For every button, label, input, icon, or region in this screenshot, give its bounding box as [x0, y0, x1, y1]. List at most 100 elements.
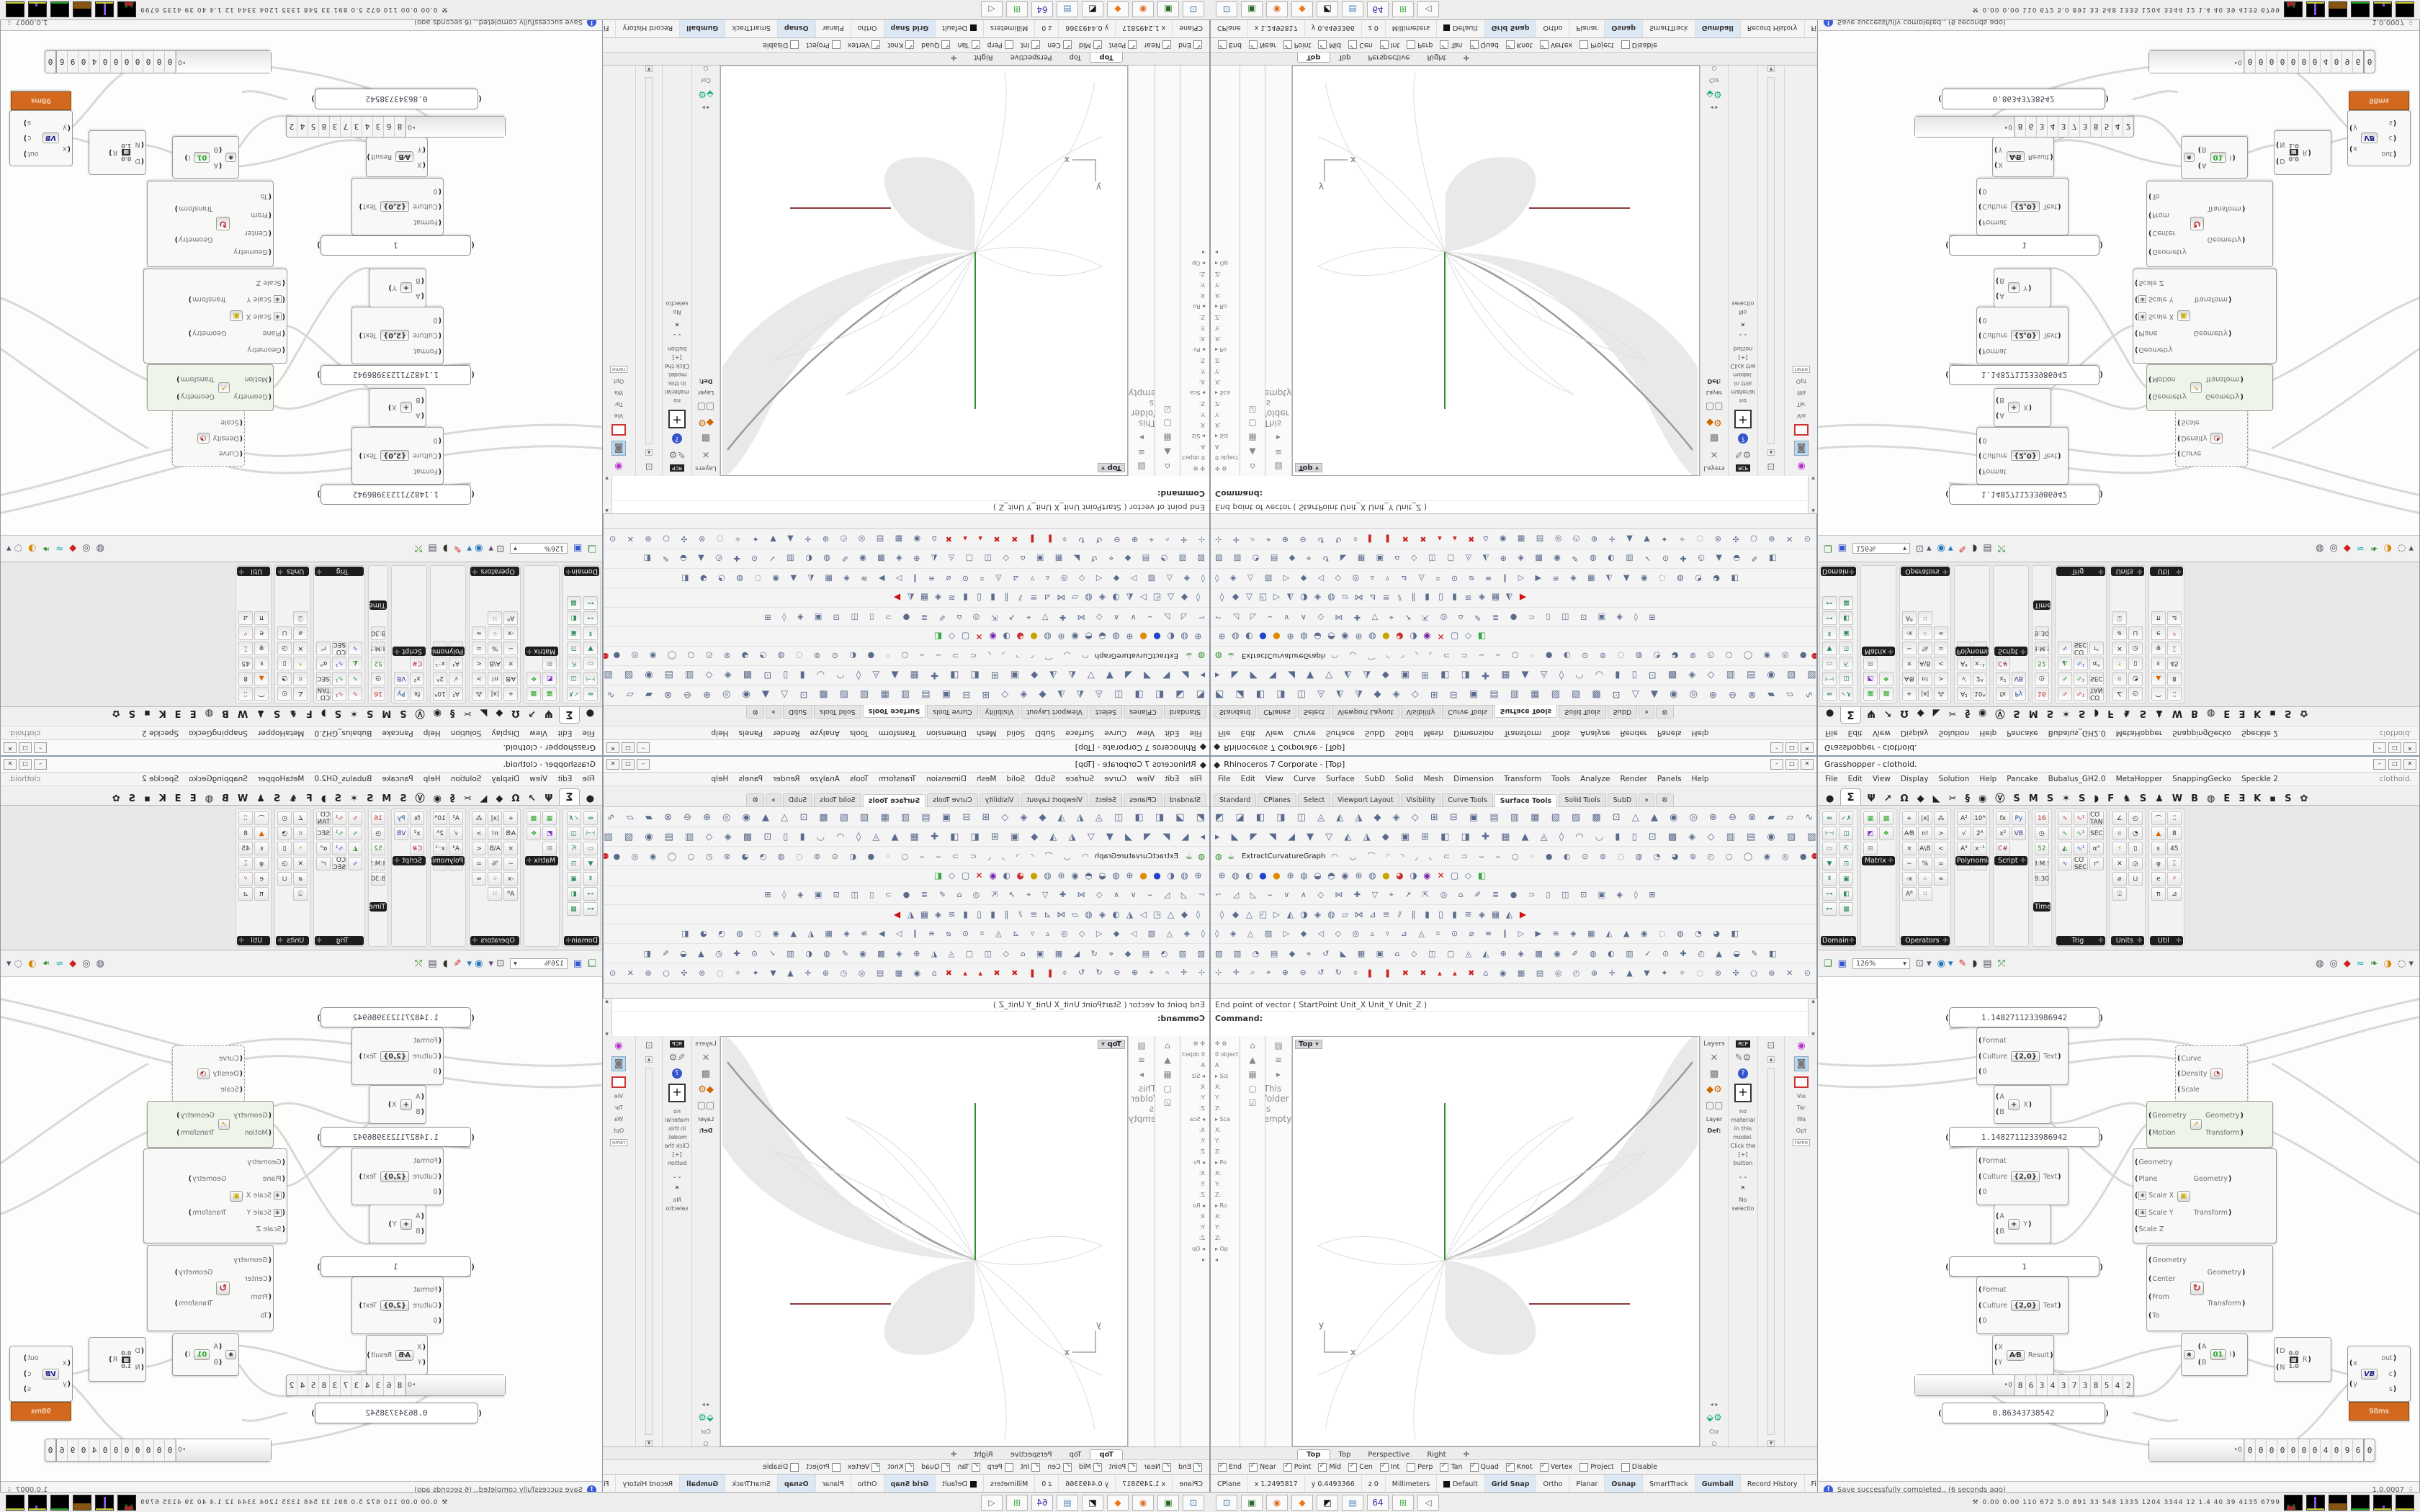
globe-icon[interactable]: ◍ ☕ [1184, 651, 1205, 661]
gh-menu-item[interactable]: Bubalus_GH2.0 [2048, 729, 2106, 737]
gh-component-icon[interactable]: ◩ [542, 827, 557, 840]
gh-category-tab[interactable]: F [305, 708, 313, 719]
gh-component-icon[interactable]: ⁘ [488, 872, 503, 886]
gh-component-icon[interactable]: ▭ [583, 842, 598, 855]
osnap-toggle[interactable]: End [1218, 1462, 1242, 1472]
digit-cell[interactable]: 0 [111, 1439, 122, 1461]
gh-component-icon[interactable]: ▭ [1822, 657, 1837, 670]
rhino-toolbar-tab[interactable]: Visibility [979, 706, 1020, 719]
remap-component[interactable]: DN 0.0▦1.0 R [89, 130, 146, 175]
gh-component-icon[interactable]: A³ [449, 842, 464, 855]
decimal-cell[interactable]: 0 [2363, 1439, 2375, 1461]
analysis-person-icons[interactable]: ⚉ ⚉ ⚉ ⚉ ⚉ ⚉ [604, 652, 609, 661]
toolbar-icons[interactable]: ▨ ▧ ◔ ▤ ◆ ⋄ ↺ ◣ ▦ ▣ ⌂ ◇ ◫ ▢ ◬ ◭ ⊕ ◈ ▩ ◉ … [1215, 948, 1781, 958]
digit-cell[interactable]: 4 [2320, 1439, 2331, 1461]
rhino-menu-item[interactable]: Panels [1657, 729, 1682, 737]
gh-component-icon[interactable]: ⊷ [583, 902, 598, 916]
rhino-toolbar-tab[interactable]: Solid Tools [814, 793, 861, 806]
gh-category-tab[interactable]: K [2254, 708, 2262, 719]
digit-cell[interactable]: 4 [89, 51, 100, 73]
digit-cell[interactable]: 0 [133, 51, 143, 73]
digit-cell[interactable]: 0 [2277, 51, 2287, 73]
panel-item[interactable]: ▸ [1276, 433, 1281, 443]
taskbar-app-icon[interactable]: ◁ [981, 1494, 1003, 1511]
toolbar-icon[interactable]: ◒ [1314, 870, 1322, 881]
gh-category-tab[interactable]: Σ [1840, 788, 1861, 805]
gh-component-icon[interactable]: ⁙ [1917, 887, 1932, 901]
rhino-menu-item[interactable]: Help [711, 775, 729, 783]
gh-category-tab[interactable]: E [189, 708, 197, 719]
panel-icon[interactable]: ▦ [1248, 1069, 1257, 1079]
osnap-toggle[interactable]: Cen [1047, 1462, 1072, 1472]
gh-group-label[interactable]: Polynomials [1955, 856, 1998, 865]
gh-menu-item[interactable]: Speckle 2 [142, 775, 179, 783]
rhino-toolbar-tab[interactable]: Standard [1163, 706, 1206, 719]
gh-component-icon[interactable]: 52 [2034, 657, 2049, 670]
globe-icon[interactable]: ◍ ☕ [1184, 851, 1205, 861]
toolbar-icon[interactable]: ⊛ [1057, 870, 1065, 881]
toolbar-row[interactable]: ⌐ ◿ ◺ ⌣ ∨ ∧ ◇ ⋈ ✚ ▽ ⌖ ↗ ⇱ ◎ ⌂ ✐ ≣ ● ⊃ ▯ … [604, 607, 1209, 626]
toolbar-icon[interactable]: ⫽ [1397, 909, 1402, 919]
gh-component-icon[interactable]: CO SEC [2073, 642, 2088, 655]
osnap-toggle[interactable]: Perp [1407, 40, 1433, 50]
gh-component-icon[interactable]: ⇱ [566, 842, 581, 855]
property-row[interactable]: Y: [1215, 411, 1220, 418]
property-row[interactable]: Y: [1200, 1224, 1205, 1230]
property-row[interactable]: X: [1198, 379, 1205, 385]
gh-component-icon[interactable]: A\B [1917, 657, 1932, 670]
gh-category-tab[interactable]: S [2046, 708, 2054, 719]
gh-component-icon[interactable]: α° [2089, 842, 2104, 855]
gh-component-icon[interactable]: = [472, 857, 487, 870]
digit-cell[interactable]: 8 [2090, 1375, 2101, 1395]
gh-component-icon[interactable]: ⑂ [2166, 626, 2182, 640]
clothoid-cluster-component[interactable]: CurveDensityScale ◔ [172, 1045, 245, 1102]
preview-shaded-icon[interactable]: ◆ [69, 958, 77, 969]
taskbar-app-icon[interactable]: ⊡ [1216, 1, 1237, 18]
taskbar-app-icon[interactable]: ◆ [1291, 1, 1313, 18]
gh-component-icon[interactable]: 2ᴬ [433, 827, 448, 840]
gh-component-icon[interactable]: -x [1901, 626, 1917, 640]
toolbar-icon[interactable]: ≡ [1382, 909, 1390, 919]
move-component[interactable]: GeometryMotion ➚ GeometryTransform [2146, 364, 2273, 411]
digit-cell[interactable]: 0 [143, 1439, 154, 1461]
rhino-menu-item[interactable]: File [1218, 729, 1231, 737]
osnap-toggle[interactable]: Cen [1047, 40, 1072, 50]
gh-menu-item[interactable]: Display [491, 729, 520, 737]
gh-component-icon[interactable]: ⇹ [1822, 687, 1837, 701]
status-segment[interactable]: Grid Snap [883, 1475, 936, 1493]
toolbar-icon[interactable]: ≋ [948, 593, 956, 603]
toolbar-row[interactable]: ▸ ◣ ◤ ◥ ◢ ▼ ▽ ◭ ◮ ◆ ▣ ⊞ ◧ ◨ ✚ ▦ ▲ ◬ ◊ ◠ … [604, 827, 1209, 847]
osnap-toggle[interactable]: Perp [987, 1462, 1013, 1472]
gh-category-tab[interactable]: ▪ [2269, 793, 2277, 804]
status-segment[interactable]: Osnap [776, 19, 815, 37]
result-panel[interactable]: 0.86343738542 [1937, 1403, 2110, 1423]
gh-component-icon[interactable]: ◩ [1863, 827, 1878, 840]
gh-component-icon[interactable]: × [1901, 842, 1917, 855]
format-component[interactable]: FormatCulture0 {2,0} Text [351, 1277, 444, 1334]
osnap-toggle[interactable]: Near [1249, 1462, 1276, 1472]
gh-category-tab[interactable]: ♞ [2123, 708, 2131, 719]
layer-tools-icon[interactable]: ◆⚙ [698, 417, 714, 428]
digit-cell[interactable]: 0 [2266, 1439, 2277, 1461]
gh-component-icon[interactable]: 8 [2166, 672, 2182, 685]
status-bar[interactable]: CPlane x 1.2495817 y 0.4493366 z 0 Millimete… [1211, 1474, 1818, 1493]
scroll-down-arrow[interactable]: ▼ [1767, 66, 1775, 72]
gh-category-tab[interactable]: ◍ [2207, 793, 2215, 804]
number-panel[interactable]: 1.1482711233986942 [321, 485, 471, 505]
gh-category-tab[interactable]: K [158, 708, 166, 719]
toolbar-row[interactable]: ⊕ ◍ ◐ ● ● ⊕ ◍ ◒ ◓ ◉ ⊛ ◍ ● ◕ ◑ ◉ ✕ ▢ ◇ ◧ [604, 866, 1209, 886]
layers-panel[interactable]: Layers ✕ ▩ ◆⚙ ▢▢ Layer Def: ◂ ▸ ⬙⚙ Cor ○ [691, 66, 720, 476]
toolbar-icon[interactable]: ◈ [934, 909, 942, 919]
gh-component-icon[interactable]: ε [254, 657, 269, 670]
rectangle-tool-icon[interactable] [1794, 1076, 1809, 1088]
gh-component-icon[interactable]: √ [449, 672, 464, 685]
panel-item[interactable]: ▨ [1274, 1040, 1283, 1050]
gh-component-icon[interactable]: e [254, 626, 269, 640]
gh-component-icon[interactable]: − [503, 857, 519, 870]
save-icon[interactable]: ▣ [573, 958, 583, 969]
preview-orange-icon[interactable]: ◑ [28, 543, 37, 554]
gh-category-tab[interactable]: E [189, 793, 197, 804]
preview-off-icon[interactable]: ◍ [2316, 958, 2324, 969]
